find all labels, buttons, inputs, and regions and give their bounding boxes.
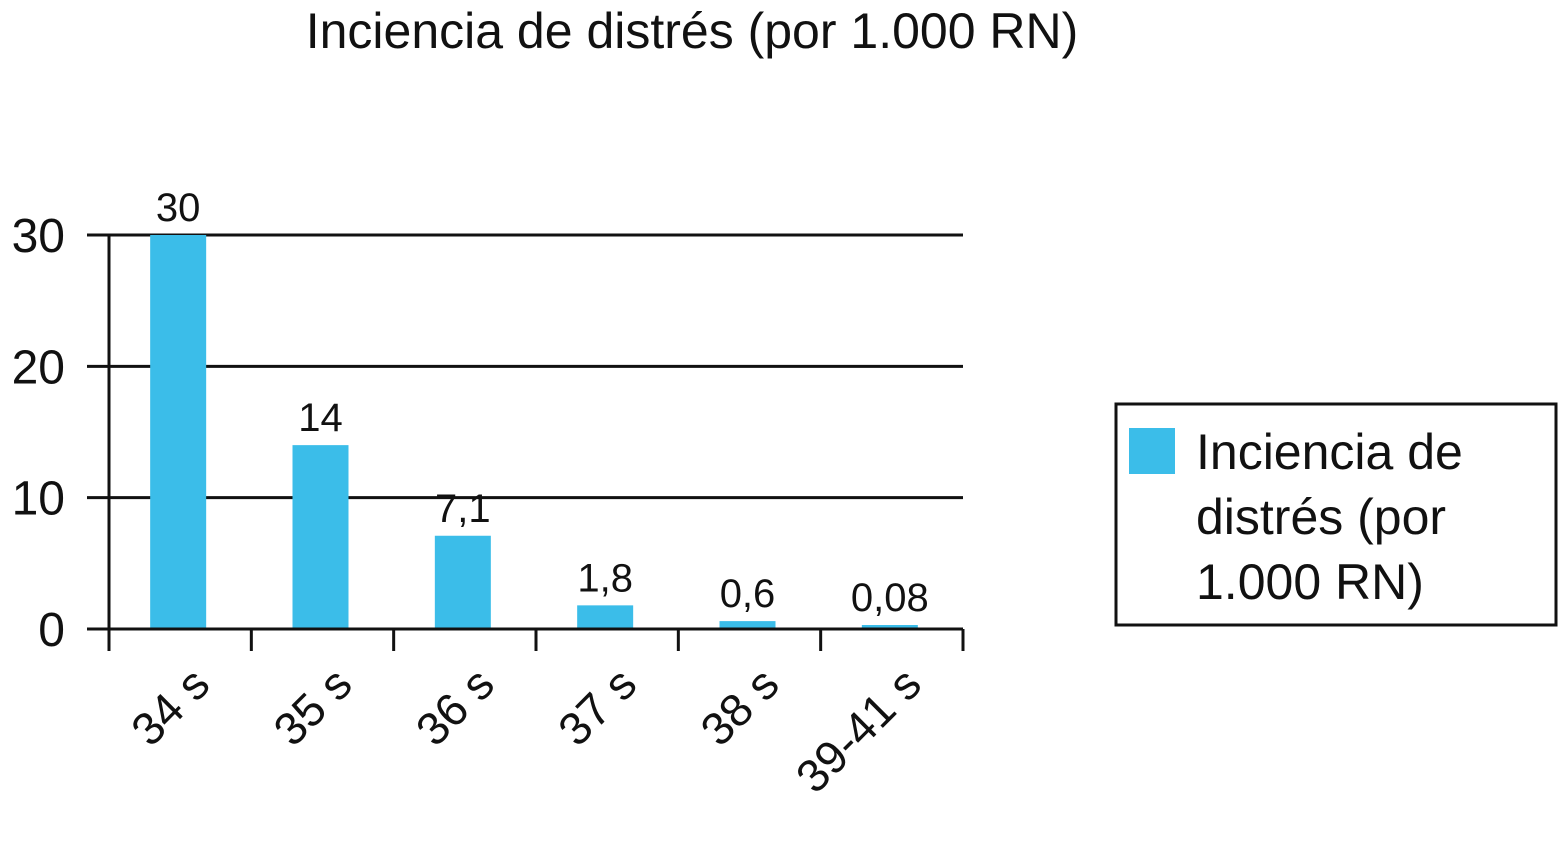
legend-label-line: distrés (por bbox=[1196, 489, 1446, 545]
data-label: 0,08 bbox=[851, 576, 929, 620]
chart-title: Inciencia de distrés (por 1.000 RN) bbox=[306, 3, 1079, 59]
legend-label-line: 1.000 RN) bbox=[1196, 554, 1424, 610]
x-tick-label: 36 s bbox=[406, 657, 504, 755]
bar bbox=[861, 625, 918, 629]
gridlines bbox=[109, 233, 963, 500]
bar bbox=[434, 535, 491, 629]
legend-label-line: Inciencia de bbox=[1196, 424, 1463, 480]
bar bbox=[292, 445, 349, 629]
y-tick-label: 20 bbox=[12, 341, 65, 394]
data-label: 30 bbox=[156, 186, 201, 230]
legend-swatch bbox=[1129, 428, 1175, 474]
bar bbox=[150, 235, 207, 629]
x-tick-label: 39-41 s bbox=[786, 657, 931, 802]
data-label: 0,6 bbox=[720, 572, 776, 616]
legend: Inciencia de distrés (por 1.000 RN) bbox=[1114, 402, 1558, 627]
y-tick-label: 30 bbox=[12, 210, 65, 263]
x-tick-label: 38 s bbox=[690, 657, 788, 755]
axes bbox=[87, 233, 965, 651]
legend-box bbox=[1114, 402, 1558, 627]
y-tick-label: 10 bbox=[12, 473, 65, 526]
bars bbox=[150, 235, 918, 629]
x-tick-label: 34 s bbox=[121, 657, 219, 755]
data-label: 1,8 bbox=[577, 556, 633, 600]
labels: 0 10 20 30 30 14 7,1 1,8 0,6 0,08 34 s 35 s 36 s 37 s… bbox=[12, 186, 931, 803]
y-tick-label: 0 bbox=[38, 604, 65, 657]
x-tick-label: 35 s bbox=[263, 657, 361, 755]
data-label: 7,1 bbox=[435, 487, 491, 531]
x-tick-label: 37 s bbox=[548, 657, 646, 755]
bar bbox=[719, 621, 776, 629]
data-label: 14 bbox=[298, 396, 343, 440]
bar bbox=[577, 605, 634, 629]
